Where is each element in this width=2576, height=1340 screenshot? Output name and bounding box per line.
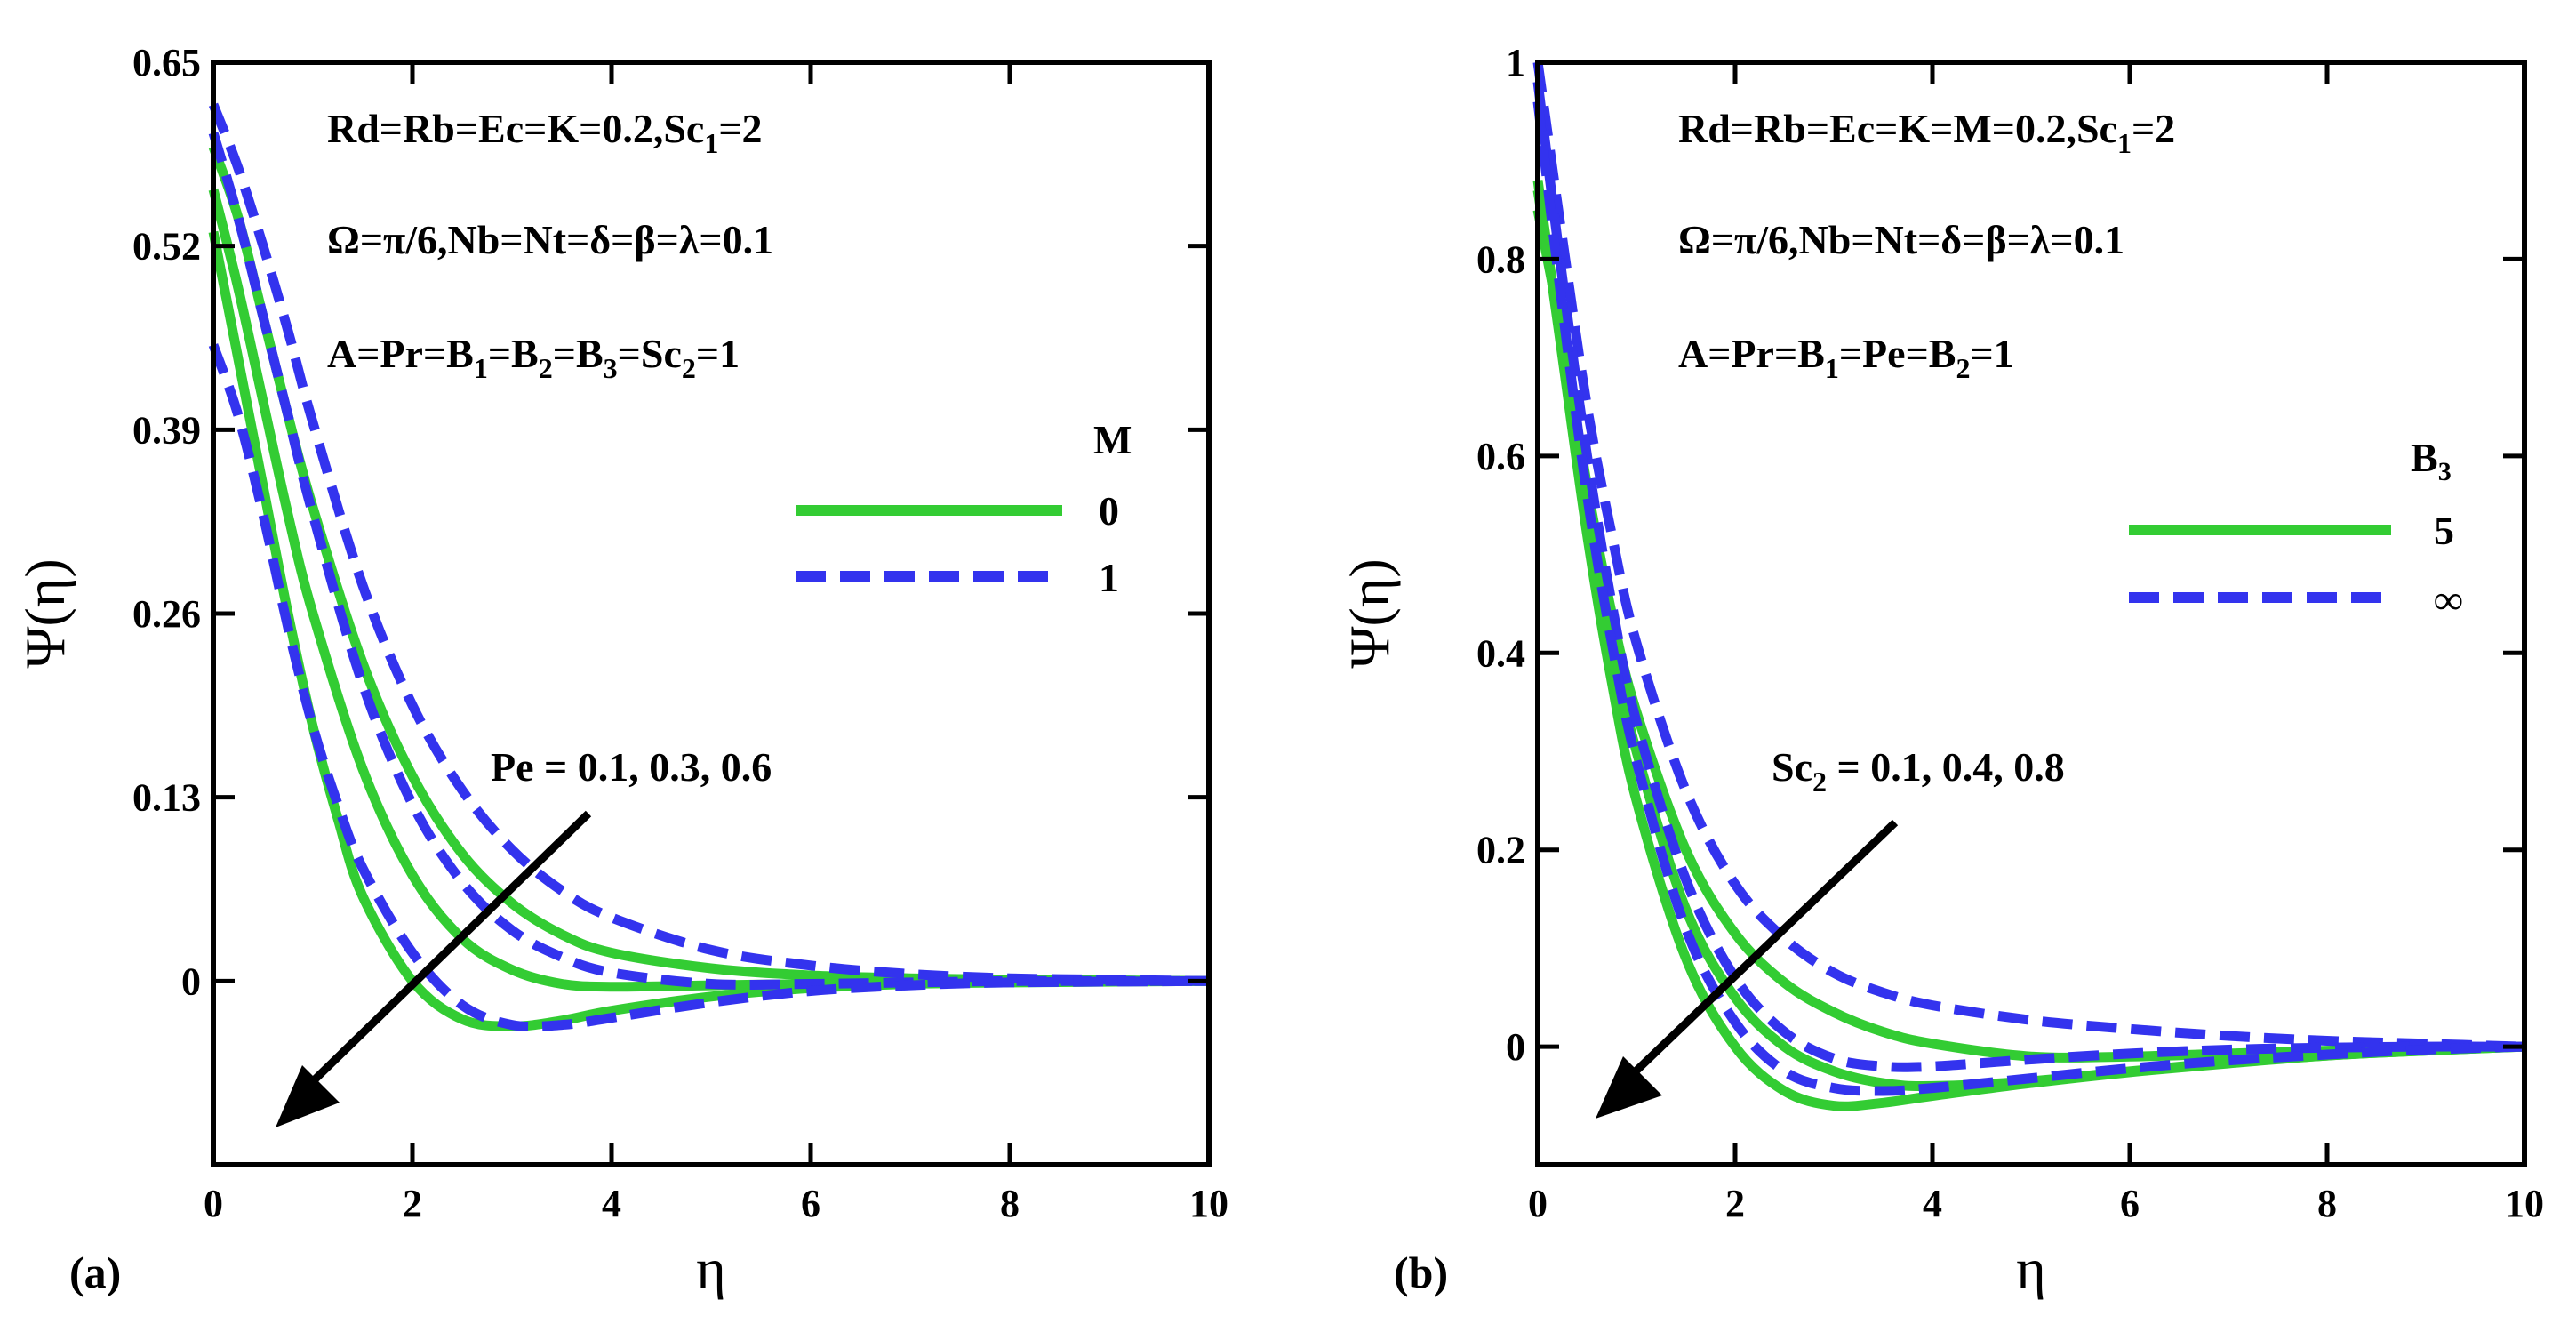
panel-b-annotation-3-part-4: =1 bbox=[1970, 331, 2013, 376]
panel-b-annotation-3-text: A=Pr=B bbox=[1678, 331, 1825, 376]
panel-b-x-tick-label-4: 6 bbox=[2120, 1182, 2140, 1225]
panel-b-x-tick-label-6: 10 bbox=[2505, 1182, 2544, 1225]
panel-b-y-tick-label-3: 0.6 bbox=[1476, 435, 1525, 478]
panel-a-series-line-6 bbox=[208, 343, 1210, 1032]
panel-a-annotation-3-text: A=Pr=B bbox=[327, 331, 474, 376]
panel-a-x-label: η bbox=[696, 1237, 725, 1300]
panel-b-arrow-label-text: Sc bbox=[1772, 744, 1812, 790]
panel-b-x-tick-label-1: 0 bbox=[1528, 1182, 1548, 1225]
panel-a-annotation-3-part-4: =B bbox=[553, 331, 604, 376]
panel-a-x-tick-label-6: 10 bbox=[1189, 1182, 1228, 1225]
panel-a-legend-entry-2: 1 bbox=[1099, 555, 1119, 600]
panel-a-x-tick-label-2: 2 bbox=[403, 1182, 422, 1225]
panel-a-annotation-3-part-8: =1 bbox=[696, 331, 740, 376]
panel-b-arrow-shaft bbox=[1632, 819, 1899, 1075]
panel-b-annotation-3: A=Pr=B1=Pe=B2=1 bbox=[1678, 331, 2014, 384]
panel-a-legend-entry-1: 0 bbox=[1099, 488, 1119, 534]
panel-b-arrow-label-sub: 2 bbox=[1812, 766, 1827, 798]
panel-a-annotation-2: Ω=π/6,Nb=Nt=δ=β=λ=0.1 bbox=[327, 217, 773, 262]
panel-a-annotation-3: A=Pr=B1=B2=B3=Sc2=1 bbox=[327, 331, 740, 384]
panel-a-arrow-head bbox=[276, 1065, 340, 1127]
panel-a-arrow bbox=[276, 810, 592, 1127]
panel-a-y-label: Ψ(η) bbox=[13, 558, 76, 668]
panel-b-arrow-label-tail: = 0.1, 0.4, 0.8 bbox=[1827, 744, 2065, 790]
panel-a-annotation-3-sub-4: 2 bbox=[682, 352, 696, 384]
panel-b-y-tick-label-2: 0.8 bbox=[1476, 237, 1525, 281]
panel-b-annotation-1-sub: 1 bbox=[2117, 127, 2132, 159]
panel-a-label: (a) bbox=[69, 1248, 121, 1297]
panel-b-annotation-1-tail: =2 bbox=[2132, 106, 2175, 151]
panel-b-y-tick-label-4: 0.4 bbox=[1476, 631, 1525, 675]
panel-a-ticks: 0 2 4 6 8 100.650.520.390.260.130 bbox=[132, 41, 1228, 1225]
panel-a-y-tick-label-5: 0.13 bbox=[132, 776, 201, 820]
panel-a-x-tick-label-5: 8 bbox=[1000, 1182, 1020, 1225]
panel-a-series bbox=[208, 102, 1210, 1032]
panel-b-arrow-head bbox=[1596, 1056, 1662, 1119]
panel-b-annotation-2: Ω=π/6,Nb=Nt=δ=β=λ=0.1 bbox=[1678, 217, 2124, 262]
panel-b-legend: B3 5 ∞ bbox=[2129, 435, 2463, 622]
panel-b-y-tick-label-5: 0.2 bbox=[1476, 829, 1525, 872]
panel-b-series-line-5 bbox=[1532, 81, 2525, 1072]
panel-a-annotation-1-text: Rd=Rb=Ec=K=0.2,Sc bbox=[327, 106, 704, 151]
panel-a-annotation-1: Rd=Rb=Ec=K=0.2,Sc1=2 bbox=[327, 106, 763, 159]
panel-b-x-tick-label-2: 2 bbox=[1725, 1182, 1745, 1225]
panel-a-annotation-3-part-6: =Sc bbox=[618, 331, 682, 376]
panel-b: 0 2 4 6 8 10 1 0.8 0.6 0.4 0.2 0 Ψ(η) η (b) Rd=Rb=E… bbox=[1338, 41, 2544, 1300]
panel-b-series-line-6 bbox=[1532, 100, 2525, 1096]
panel-a-legend: M 0 1 bbox=[796, 417, 1132, 600]
panel-b-legend-entry-2: ∞ bbox=[2434, 577, 2463, 622]
panel-b-arrow-label: Sc2 = 0.1, 0.4, 0.8 bbox=[1772, 744, 2065, 798]
panel-b-y-tick-label-1: 1 bbox=[1506, 41, 1525, 84]
panel-a-annotation-3-part-2: =B bbox=[488, 331, 539, 376]
panel-a-y-tick-label-2: 0.52 bbox=[132, 225, 201, 269]
panel-b-x-label: η bbox=[2016, 1237, 2045, 1300]
panel-a-legend-title: M bbox=[1093, 417, 1132, 462]
panel-a-x-tick-label-4: 6 bbox=[801, 1182, 820, 1225]
panel-b-series-line-3 bbox=[1532, 180, 2525, 1111]
panel-a-annotation-1-sub: 1 bbox=[704, 127, 718, 159]
panel-a-y-tick-label-3: 0.39 bbox=[132, 408, 201, 452]
panel-b-annotation-3-sub-1: 1 bbox=[1825, 352, 1839, 384]
panel-b-x-tick-label-3: 4 bbox=[1923, 1182, 1942, 1225]
panel-a-annotation-3-sub-1: 1 bbox=[474, 352, 488, 384]
panel-a-annotation-1-tail: =2 bbox=[718, 106, 762, 151]
panel-a-series-line-4 bbox=[208, 102, 1210, 986]
panel-a-y-tick-label-4: 0.26 bbox=[132, 592, 201, 636]
panel-a-y-tick-label-1: 0.65 bbox=[132, 41, 201, 84]
panel-b-annotation-3-sub-2: 2 bbox=[1956, 352, 1970, 384]
panel-b-series bbox=[1532, 61, 2525, 1111]
panel-b-legend-title-text: B bbox=[2411, 435, 2438, 480]
panel-b-ticks: 0 2 4 6 8 10 1 0.8 0.6 0.4 0.2 0 bbox=[1476, 41, 2544, 1225]
panel-b-arrow bbox=[1596, 819, 1899, 1119]
panel-a-arrow-label: Pe = 0.1, 0.3, 0.6 bbox=[491, 744, 772, 790]
panel-a: 0 2 4 6 8 100.650.520.390.260.130 Ψ(η) η (a) … bbox=[13, 41, 1228, 1300]
panel-b-series-line-4 bbox=[1532, 61, 2525, 1052]
panel-a-series-line-1 bbox=[208, 145, 1210, 986]
panel-b-x-tick-label-5: 8 bbox=[2317, 1182, 2337, 1225]
panel-b-plot-frame bbox=[1535, 60, 2527, 1167]
panel-b-legend-title: B3 bbox=[2411, 435, 2452, 486]
panel-b-legend-title-sub: 3 bbox=[2438, 457, 2452, 486]
panel-a-annotation-3-sub-2: 2 bbox=[539, 352, 553, 384]
panel-b-y-tick-label-6: 0 bbox=[1506, 1025, 1525, 1069]
panel-b-y-label: Ψ(η) bbox=[1338, 558, 1401, 668]
panel-b-label: (b) bbox=[1394, 1248, 1448, 1297]
panel-b-legend-entry-1: 5 bbox=[2434, 508, 2454, 553]
panel-a-x-tick-label-3: 4 bbox=[602, 1182, 621, 1225]
panel-a-y-tick-label-6: 0 bbox=[181, 959, 201, 1003]
panel-b-annotation-1: Rd=Rb=Ec=K=M=0.2,Sc1=2 bbox=[1678, 106, 2175, 159]
panel-a-arrow-shaft bbox=[306, 810, 592, 1088]
panel-b-annotation-3-part-2: =Pe=B bbox=[1839, 331, 1956, 376]
panel-b-annotation-1-text: Rd=Rb=Ec=K=M=0.2,Sc bbox=[1678, 106, 2117, 151]
panel-a-annotation-3-sub-3: 3 bbox=[604, 352, 618, 384]
panel-a-x-tick-label-1: 0 bbox=[204, 1182, 223, 1225]
